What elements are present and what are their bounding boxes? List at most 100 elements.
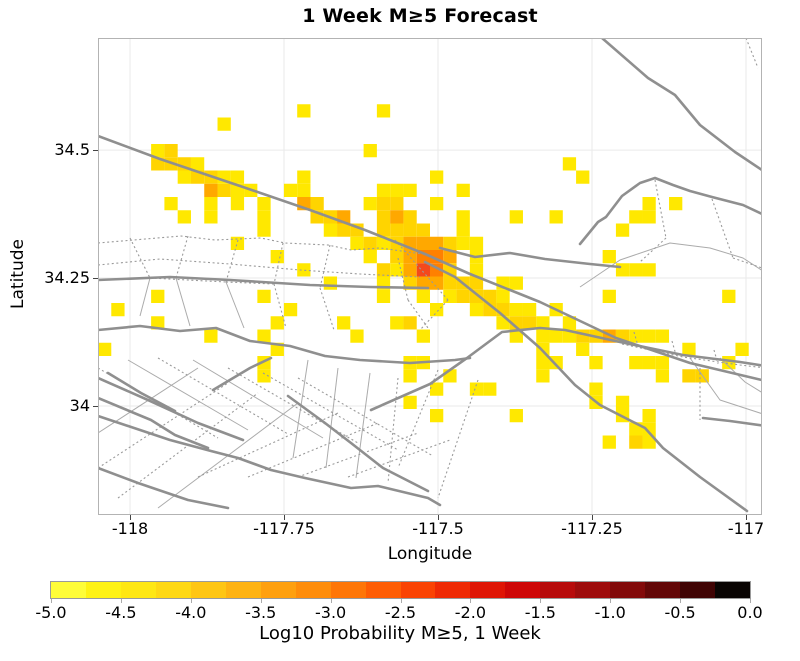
heat-cell [297,183,311,197]
heat-cell [390,223,404,237]
heat-cell [430,276,444,290]
fault-line-dotted [297,377,434,457]
colorbar-tick-mark [330,599,332,603]
x-tick-label: -117.5 [412,519,464,538]
heat-cell [549,329,563,343]
fault-line-thin [355,372,371,479]
colorbar-tick-mark [120,599,122,603]
heat-cell [549,210,563,224]
fault-line-thin [579,242,762,288]
heat-cell [629,356,643,370]
heat-cell [164,144,178,158]
colorbar-segment [365,582,401,598]
heat-cell [469,236,484,250]
colorbar-tick-label: -4.0 [175,603,207,622]
heat-cell [363,236,377,250]
heat-cell [735,342,749,356]
heat-cell [403,316,417,330]
heat-cell [297,263,311,277]
colorbar-segment [715,582,751,598]
x-tick-mark [130,515,132,520]
x-tick-mark [284,515,286,520]
heat-cell [629,263,643,277]
heat-cell [177,170,191,184]
map-plot [98,38,762,515]
y-tick-mark [93,405,98,407]
heat-cell [257,223,271,237]
x-tick-label: -117 [727,519,765,538]
heat-cell [376,210,391,224]
heat-cell [403,263,417,277]
fault-line-dotted [419,299,449,331]
heat-cell [456,236,470,250]
heat-cell [430,236,444,250]
heat-cell [257,197,271,211]
heat-cell [151,289,165,303]
fault-line-dotted [129,237,151,279]
fault-line [701,416,762,427]
colorbar-tick-mark [260,599,262,603]
heat-cell [376,197,391,211]
colorbar-segment [575,582,611,598]
colorbar-segment [680,582,716,598]
heat-cell [257,329,271,343]
heat-cell [669,197,683,211]
heat-cell [376,263,391,277]
colorbar-tick-label: -4.5 [105,603,137,622]
heat-cell [98,342,112,356]
heat-cell [430,170,444,184]
heat-cell [297,170,311,184]
fault-line-dotted [397,369,439,469]
heat-cell [602,289,616,303]
heat-cell [390,197,404,211]
heat-cell [323,223,338,237]
fault-line-dotted [98,258,421,278]
heat-cell [576,170,590,184]
heat-cell [509,303,523,317]
heat-cell [204,183,218,197]
heat-cell [642,422,656,436]
heat-cell [430,409,444,423]
heat-cell [270,316,284,330]
fault-line [438,246,622,269]
colorbar-segment [260,582,296,598]
heat-cell [403,369,417,383]
fault-line-dotted [98,382,229,469]
heat-cell [403,210,417,224]
x-tick-mark [745,515,747,520]
heat-cell [416,263,430,277]
heat-cell [376,289,391,303]
page-title: 1 Week M≥5 Forecast [302,5,538,27]
x-tick-mark [591,515,593,520]
heat-cell [509,276,523,290]
colorbar-tick-label: -1.0 [594,603,626,622]
colorbar-segment [155,582,191,598]
heat-cell [549,356,563,370]
heat-cell [376,183,391,197]
heat-cell [151,144,165,158]
heat-cell [337,316,351,330]
colorbar-tick-label: -5.0 [35,603,67,622]
x-axis-label: Longitude [387,544,473,564]
heat-cell [522,303,537,317]
heat-cell [151,316,165,330]
fault-line [423,260,749,513]
x-tick-label: -117.25 [561,519,623,538]
colorbar-tick-mark [190,599,192,603]
fault-line-dotted [711,198,734,259]
heat-cell [403,183,417,197]
heat-cell [509,409,523,423]
colorbar [50,581,751,599]
heat-cell [323,276,338,290]
heat-cell [403,395,417,409]
colorbar-tick-label: 0.0 [737,603,763,622]
fault-line-thin [689,357,762,415]
heat-cell [602,250,616,264]
heat-cell [469,382,484,396]
colorbar-tick-label: -2.5 [384,603,417,622]
heat-cell [629,435,643,449]
colorbar-tick-mark [750,599,751,603]
heat-cell [496,289,510,303]
fault-line [98,275,430,290]
heat-cell [257,210,271,224]
